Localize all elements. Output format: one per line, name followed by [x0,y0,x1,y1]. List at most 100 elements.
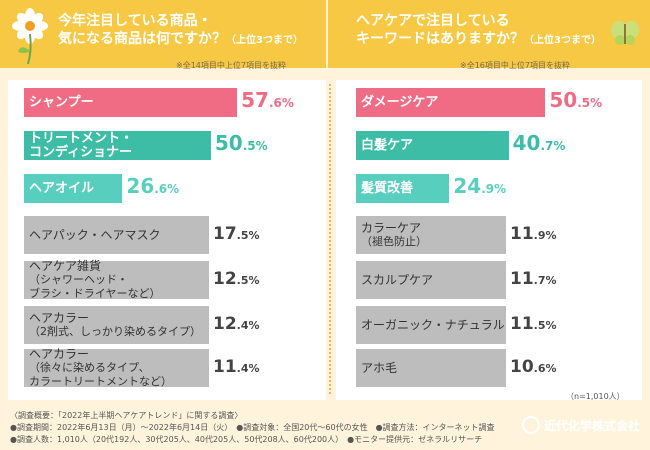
bar-6: ヘアカラー （2剤式、しっかり染めるタイプ） [24,306,209,344]
bar-5: スカルプケア [356,261,506,299]
bar-value-3: 26.6% [126,174,179,198]
value-integer: 11 [510,269,534,289]
bar-2: 白髪ケア [356,131,509,160]
bar-value-6: 11.5% [510,314,557,334]
bar-label-1: ダメージケア [361,94,439,110]
value-decimal: .4% [236,362,260,375]
right-header: ヘアケアで注目している キーワードはありますか？（上位3つまで） [328,0,650,68]
left-chart-title: 今年注目している商品・ 気になる商品は何ですか？（上位3つまで） [58,13,303,47]
sample-size-note: （n=1,010人） [566,392,625,401]
value-integer: 57 [241,88,269,112]
value-decimal: .9% [533,229,557,242]
bar-label-7: アホ毛 [361,361,397,375]
bar-label-4: ヘアパック・ヘアマスク [29,228,161,242]
bar-label-line: （シャワーヘッド・ [29,273,128,286]
bar-7: ヘアカラー （徐々に染めるタイプ、 カラートリートメントなど） [24,347,209,389]
bar-label-5: スカルプケア [361,273,433,287]
bar-1: シャンプー [24,88,238,117]
bar-label-line: ダメージケア [361,94,439,110]
bar-label-line: 髪質改善 [361,180,414,196]
bar-label-line: （褪色防止） [361,235,427,248]
bar-3: 髪質改善 [356,174,450,203]
bar-value-2: 40.7% [513,131,566,155]
value-decimal: .5% [242,139,268,153]
bar-label-6: ヘアカラー （2剤式、しっかり染めるタイプ） [29,311,201,339]
bar-6: オーガニック・ナチュラル [356,306,506,344]
right-chart-title: ヘアケアで注目している キーワードはありますか？（上位3つまで） [356,13,601,47]
left-header: 今年注目している商品・ 気になる商品は何ですか？（上位3つまで） [0,0,326,68]
bar-label-6: オーガニック・ナチュラル [361,318,505,332]
bar-value-5: 12.5% [213,269,260,289]
value-decimal: .5% [577,96,603,110]
bar-label-line: アホ毛 [361,361,398,375]
bar-1: ダメージケア [356,88,546,117]
bar-label-line: カラートリートメントなど） [29,375,172,388]
bar-label-line: ヘアパック・ヘアマスク [29,228,161,242]
bar-7: アホ毛 [356,349,506,387]
value-decimal: .6% [268,96,294,110]
bar-label-line: 白髪ケア [361,137,414,153]
bar-label-3: ヘアオイル [29,181,94,196]
bar-label-line: （2剤式、しっかり染めるタイプ） [29,325,201,338]
footer-survey-count: ●調査人数：1,010人（20代192人、30代205人、40代205人、50代… [10,435,483,444]
footer-survey-title: 〈調査概要：「2022年上半期ヘアケアトレンド」に関する調査〉 [10,411,243,420]
bar-value-7: 11.4% [213,357,260,377]
bar-value-1: 50.5% [549,88,602,112]
bar-label-line: コンディショナー [29,144,133,160]
value-decimal: .9% [481,182,507,196]
value-integer: 10 [510,357,534,377]
bar-4: カラーケア （褪色防止） [356,216,506,254]
bar-label-4: カラーケア （褪色防止） [361,221,427,249]
bar-2: トリートメント・ コンディショナー [24,131,211,160]
bar-value-5: 11.7% [510,269,557,289]
value-integer: 12 [213,314,237,334]
flower-icon [12,8,48,65]
bar-value-1: 57.6% [241,88,294,112]
company-mark-icon [522,416,540,434]
value-integer: 24 [453,174,482,198]
value-decimal: .5% [236,274,260,287]
footer-survey-details: ●調査期間：2022年6月13日（月）～2022年6月14日（火） ●調査対象：… [10,423,495,432]
value-decimal: .6% [533,362,557,375]
company-logo: 近代化学株式会社 [522,416,640,434]
value-integer: 50 [214,131,243,155]
right-note: ※全16項目中上位7項目を抜粋 [460,61,570,70]
value-integer: 12 [213,269,237,289]
bar-value-3: 24.9% [453,174,506,198]
bar-label-2: 白髪ケア [361,137,414,153]
bar-label-line: ヘアケア雑貨 [29,259,102,273]
value-integer: 50 [549,88,578,112]
bar-label-line: ヘアカラー [29,347,90,361]
value-decimal: .4% [236,319,260,332]
left-note: ※全14項目中上位7項目を抜粋 [176,61,286,70]
bar-label-2: トリートメント・ コンディショナー [29,130,134,160]
bar-value-7: 10.6% [510,357,557,377]
bar-label-line: トリートメント・ [29,130,134,146]
bar-label-1: シャンプー [29,94,94,110]
bar-label-line: スカルプケア [361,273,434,287]
value-integer: 40 [512,131,541,155]
bar-5: ヘアケア雑貨 （シャワーヘッド・ ブラシ・ドライヤーなど） [24,259,209,301]
value-integer: 11 [510,314,534,334]
bar-label-3: 髪質改善 [361,180,414,196]
bar-value-2: 50.5% [215,131,268,155]
value-decimal: .6% [154,182,180,196]
panel-divider [329,84,331,394]
value-decimal: .7% [533,274,557,287]
value-decimal: .5% [236,229,260,242]
value-decimal: .5% [533,319,557,332]
value-integer: 11 [213,357,237,377]
bar-label-7: ヘアカラー （徐々に染めるタイプ、 カラートリートメントなど） [29,347,172,389]
value-integer: 17 [213,224,237,244]
bar-value-6: 12.4% [213,314,260,334]
company-name: 近代化学株式会社 [544,418,641,433]
value-integer: 26 [126,174,155,198]
bar-label-line: シャンプー [29,94,94,110]
bar-label-line: （徐々に染めるタイプ、 [29,361,150,374]
bar-label-5: ヘアケア雑貨 （シャワーヘッド・ ブラシ・ドライヤーなど） [29,259,160,301]
bar-value-4: 17.5% [213,224,260,244]
bar-3: ヘアオイル [24,174,123,203]
bar-label-line: オーガニック・ナチュラル [361,318,505,332]
bar-label-line: カラーケア [361,221,422,235]
value-integer: 11 [510,224,534,244]
